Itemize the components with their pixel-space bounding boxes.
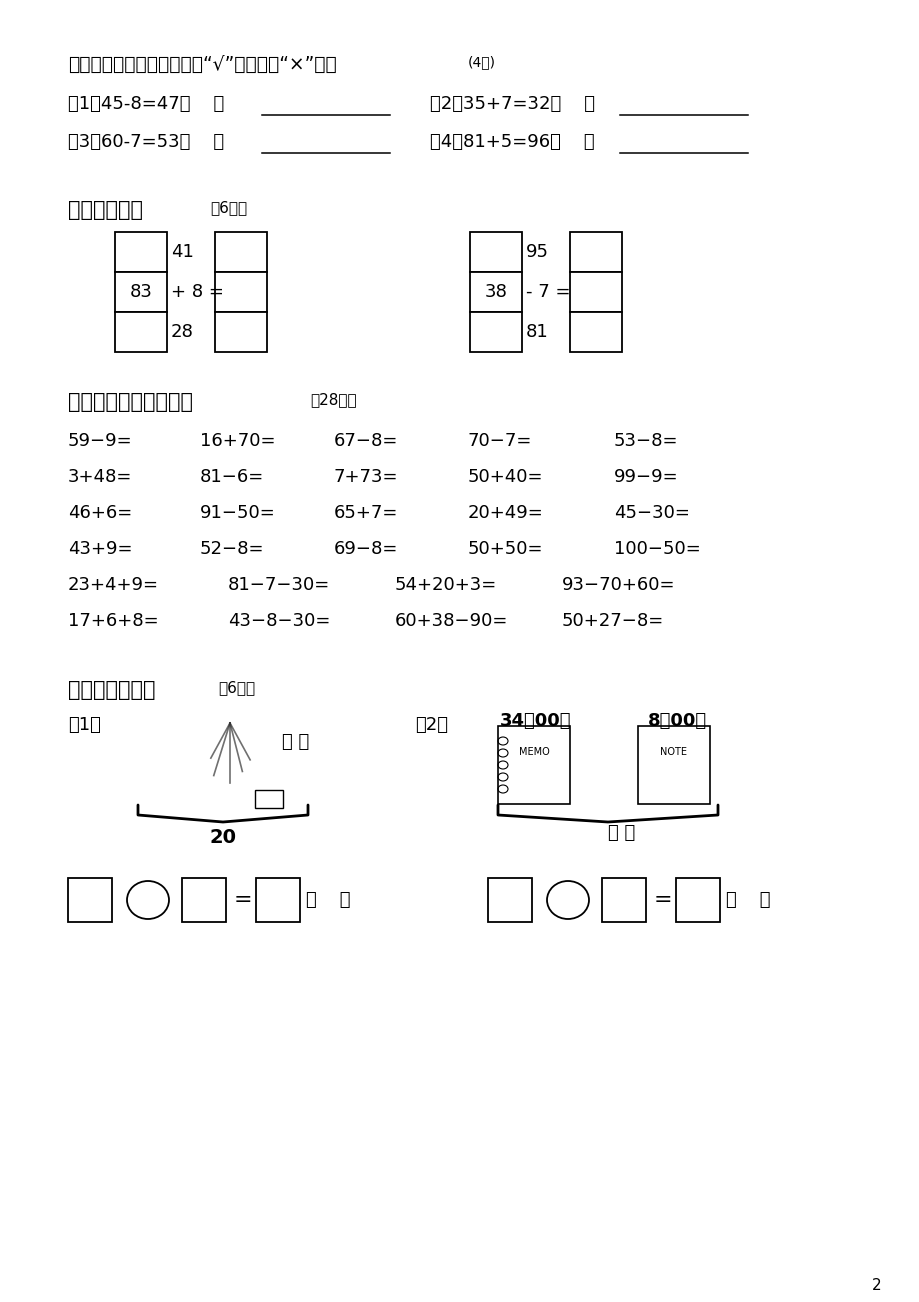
Bar <box>487 878 531 922</box>
Text: 53−8=: 53−8= <box>613 432 678 450</box>
Text: 3+48=: 3+48= <box>68 467 132 486</box>
Text: （6分）: （6分） <box>218 680 255 695</box>
Text: 16+70=: 16+70= <box>199 432 275 450</box>
Text: 81: 81 <box>526 323 548 341</box>
Bar <box>115 232 167 272</box>
Text: （    ）: （ ） <box>306 891 350 909</box>
Text: ？ 元: ？ 元 <box>607 824 634 842</box>
Text: 83: 83 <box>130 283 153 301</box>
Bar <box>570 312 621 352</box>
Bar <box>115 272 167 312</box>
Text: （3）60-7=53（    ）: （3）60-7=53（ ） <box>68 133 224 151</box>
Text: =: = <box>233 891 253 910</box>
Bar <box>215 232 267 272</box>
Text: 45−30=: 45−30= <box>613 504 689 522</box>
Text: - 7 =: - 7 = <box>526 283 570 301</box>
Text: 五、看图列式。: 五、看图列式。 <box>68 680 155 700</box>
Text: ？ 条: ？ 条 <box>282 733 309 751</box>
Bar <box>675 878 720 922</box>
Text: 二、考考你的眼力（对的打“√”，错的打“×”）。: 二、考考你的眼力（对的打“√”，错的打“×”）。 <box>68 55 336 74</box>
Bar <box>470 312 521 352</box>
Text: 69−8=: 69−8= <box>334 540 398 559</box>
Text: 81−7−30=: 81−7−30= <box>228 575 330 594</box>
Bar <box>215 272 267 312</box>
Text: 70−7=: 70−7= <box>468 432 532 450</box>
Text: （28分）: （28分） <box>310 392 357 408</box>
Text: （4）81+5=96（    ）: （4）81+5=96（ ） <box>429 133 594 151</box>
Text: （    ）: （ ） <box>725 891 770 909</box>
Text: 50+27−8=: 50+27−8= <box>562 612 664 630</box>
Text: 52−8=: 52−8= <box>199 540 265 559</box>
Text: 50+40=: 50+40= <box>468 467 543 486</box>
Text: NOTE: NOTE <box>660 747 686 756</box>
Bar <box>601 878 645 922</box>
Text: MEMO: MEMO <box>518 747 549 756</box>
Text: 43+9=: 43+9= <box>68 540 132 559</box>
Bar <box>570 232 621 272</box>
Bar <box>497 727 570 805</box>
Text: （2）35+7=32（    ）: （2）35+7=32（ ） <box>429 95 595 113</box>
Text: 23+4+9=: 23+4+9= <box>68 575 159 594</box>
Text: 2: 2 <box>871 1279 880 1293</box>
Text: 93−70+60=: 93−70+60= <box>562 575 675 594</box>
Text: 41: 41 <box>171 243 194 260</box>
Text: 67−8=: 67−8= <box>334 432 398 450</box>
Text: 20: 20 <box>210 828 236 848</box>
Text: 四、看谁的口算最好！: 四、看谁的口算最好！ <box>68 392 193 411</box>
Text: 99−9=: 99−9= <box>613 467 678 486</box>
Bar <box>215 312 267 352</box>
Bar <box>115 312 167 352</box>
Text: 59−9=: 59−9= <box>68 432 132 450</box>
Bar <box>470 272 521 312</box>
Text: 38: 38 <box>484 283 507 301</box>
Bar <box>68 878 112 922</box>
Text: + 8 =: + 8 = <box>171 283 223 301</box>
Bar <box>255 878 300 922</box>
Text: 54+20+3=: 54+20+3= <box>394 575 496 594</box>
Text: 81−6=: 81−6= <box>199 467 264 486</box>
Bar <box>570 272 621 312</box>
Text: 50+50=: 50+50= <box>468 540 543 559</box>
Text: 三、请计算。: 三、请计算。 <box>68 201 142 220</box>
Text: (4分): (4分) <box>468 55 495 69</box>
Text: 7+73=: 7+73= <box>334 467 398 486</box>
Text: 95: 95 <box>526 243 549 260</box>
Text: （6分）: （6分） <box>210 201 247 215</box>
Text: 28: 28 <box>171 323 194 341</box>
Bar <box>182 878 226 922</box>
Text: 100−50=: 100−50= <box>613 540 700 559</box>
Text: 34．00元: 34．00元 <box>499 712 571 730</box>
Text: 60+38−90=: 60+38−90= <box>394 612 508 630</box>
Text: 91−50=: 91−50= <box>199 504 276 522</box>
Text: 17+6+8=: 17+6+8= <box>68 612 158 630</box>
Text: 8．00元: 8．00元 <box>647 712 707 730</box>
Text: 20+49=: 20+49= <box>468 504 543 522</box>
Text: （1）: （1） <box>68 716 101 734</box>
Text: （2）: （2） <box>414 716 448 734</box>
Text: 46+6=: 46+6= <box>68 504 132 522</box>
Bar <box>637 727 709 805</box>
Text: 43−8−30=: 43−8−30= <box>228 612 330 630</box>
Text: （1）45-8=47（    ）: （1）45-8=47（ ） <box>68 95 224 113</box>
Bar <box>470 232 521 272</box>
Bar <box>255 790 283 809</box>
Text: =: = <box>653 891 672 910</box>
Text: 65+7=: 65+7= <box>334 504 398 522</box>
